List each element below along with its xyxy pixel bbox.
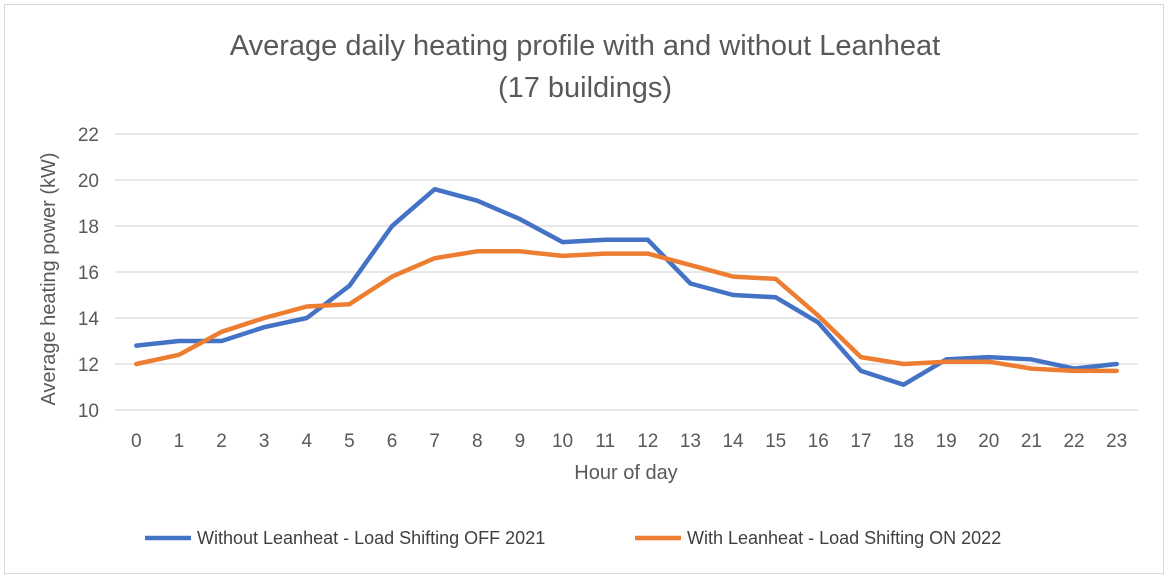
chart-frame: Average daily heating profile with and w… <box>4 4 1164 574</box>
y-tick-label: 20 <box>78 171 99 192</box>
x-axis-label: Hour of day <box>574 462 677 484</box>
x-tick-label: 16 <box>808 431 829 452</box>
y-tick-label: 12 <box>78 355 99 376</box>
y-tick-label: 22 <box>78 125 99 146</box>
series-line-1 <box>134 249 1119 374</box>
y-axis-label: Average heating power (kW) <box>38 152 60 405</box>
x-tick-label: 6 <box>387 431 398 452</box>
x-tick-label: 1 <box>174 431 185 452</box>
x-tick-label: 2 <box>216 431 227 452</box>
x-tick-label: 18 <box>893 431 914 452</box>
x-tick-label: 0 <box>131 431 142 452</box>
x-tick-label: 14 <box>722 431 744 452</box>
y-tick-label: 10 <box>78 401 99 422</box>
x-tick-label: 3 <box>259 431 270 452</box>
gridlines <box>115 133 1138 411</box>
chart-title-line-1: Average daily heating profile with and w… <box>230 30 940 62</box>
x-tick-label: 7 <box>429 431 440 452</box>
line-chart: Average daily heating profile with and w… <box>38 30 1138 548</box>
legend-label-0: Without Leanheat - Load Shifting OFF 202… <box>197 528 545 548</box>
series-line-0 <box>134 186 1119 387</box>
x-tick-label: 4 <box>302 431 313 452</box>
y-axis-ticks: 10 12 14 16 18 20 22 <box>78 125 100 422</box>
x-tick-label: 15 <box>765 431 786 452</box>
y-tick-label: 18 <box>78 217 99 238</box>
x-tick-label: 12 <box>637 431 658 452</box>
x-tick-label: 9 <box>515 431 526 452</box>
x-tick-label: 19 <box>936 431 957 452</box>
chart-title-line-2: (17 buildings) <box>498 72 672 104</box>
x-tick-label: 22 <box>1063 431 1084 452</box>
x-tick-label: 5 <box>344 431 355 452</box>
x-tick-label: 20 <box>978 431 999 452</box>
x-axis-ticks: 0 1 2 3 4 5 6 7 8 9 10 11 12 13 14 15 16 17 18 19 20 21 22 23 <box>131 431 1127 452</box>
y-tick-label: 16 <box>78 263 99 284</box>
x-tick-label: 23 <box>1106 431 1127 452</box>
legend-label-1: With Leanheat - Load Shifting ON 2022 <box>687 528 1001 548</box>
x-tick-label: 17 <box>850 431 871 452</box>
y-tick-label: 14 <box>78 309 100 330</box>
x-tick-label: 10 <box>552 431 573 452</box>
x-tick-label: 21 <box>1021 431 1042 452</box>
series-lines <box>134 186 1119 387</box>
x-tick-label: 8 <box>472 431 483 452</box>
x-tick-label: 13 <box>680 431 701 452</box>
x-tick-label: 11 <box>595 431 615 452</box>
legend: Without Leanheat - Load Shifting OFF 202… <box>145 528 1001 548</box>
